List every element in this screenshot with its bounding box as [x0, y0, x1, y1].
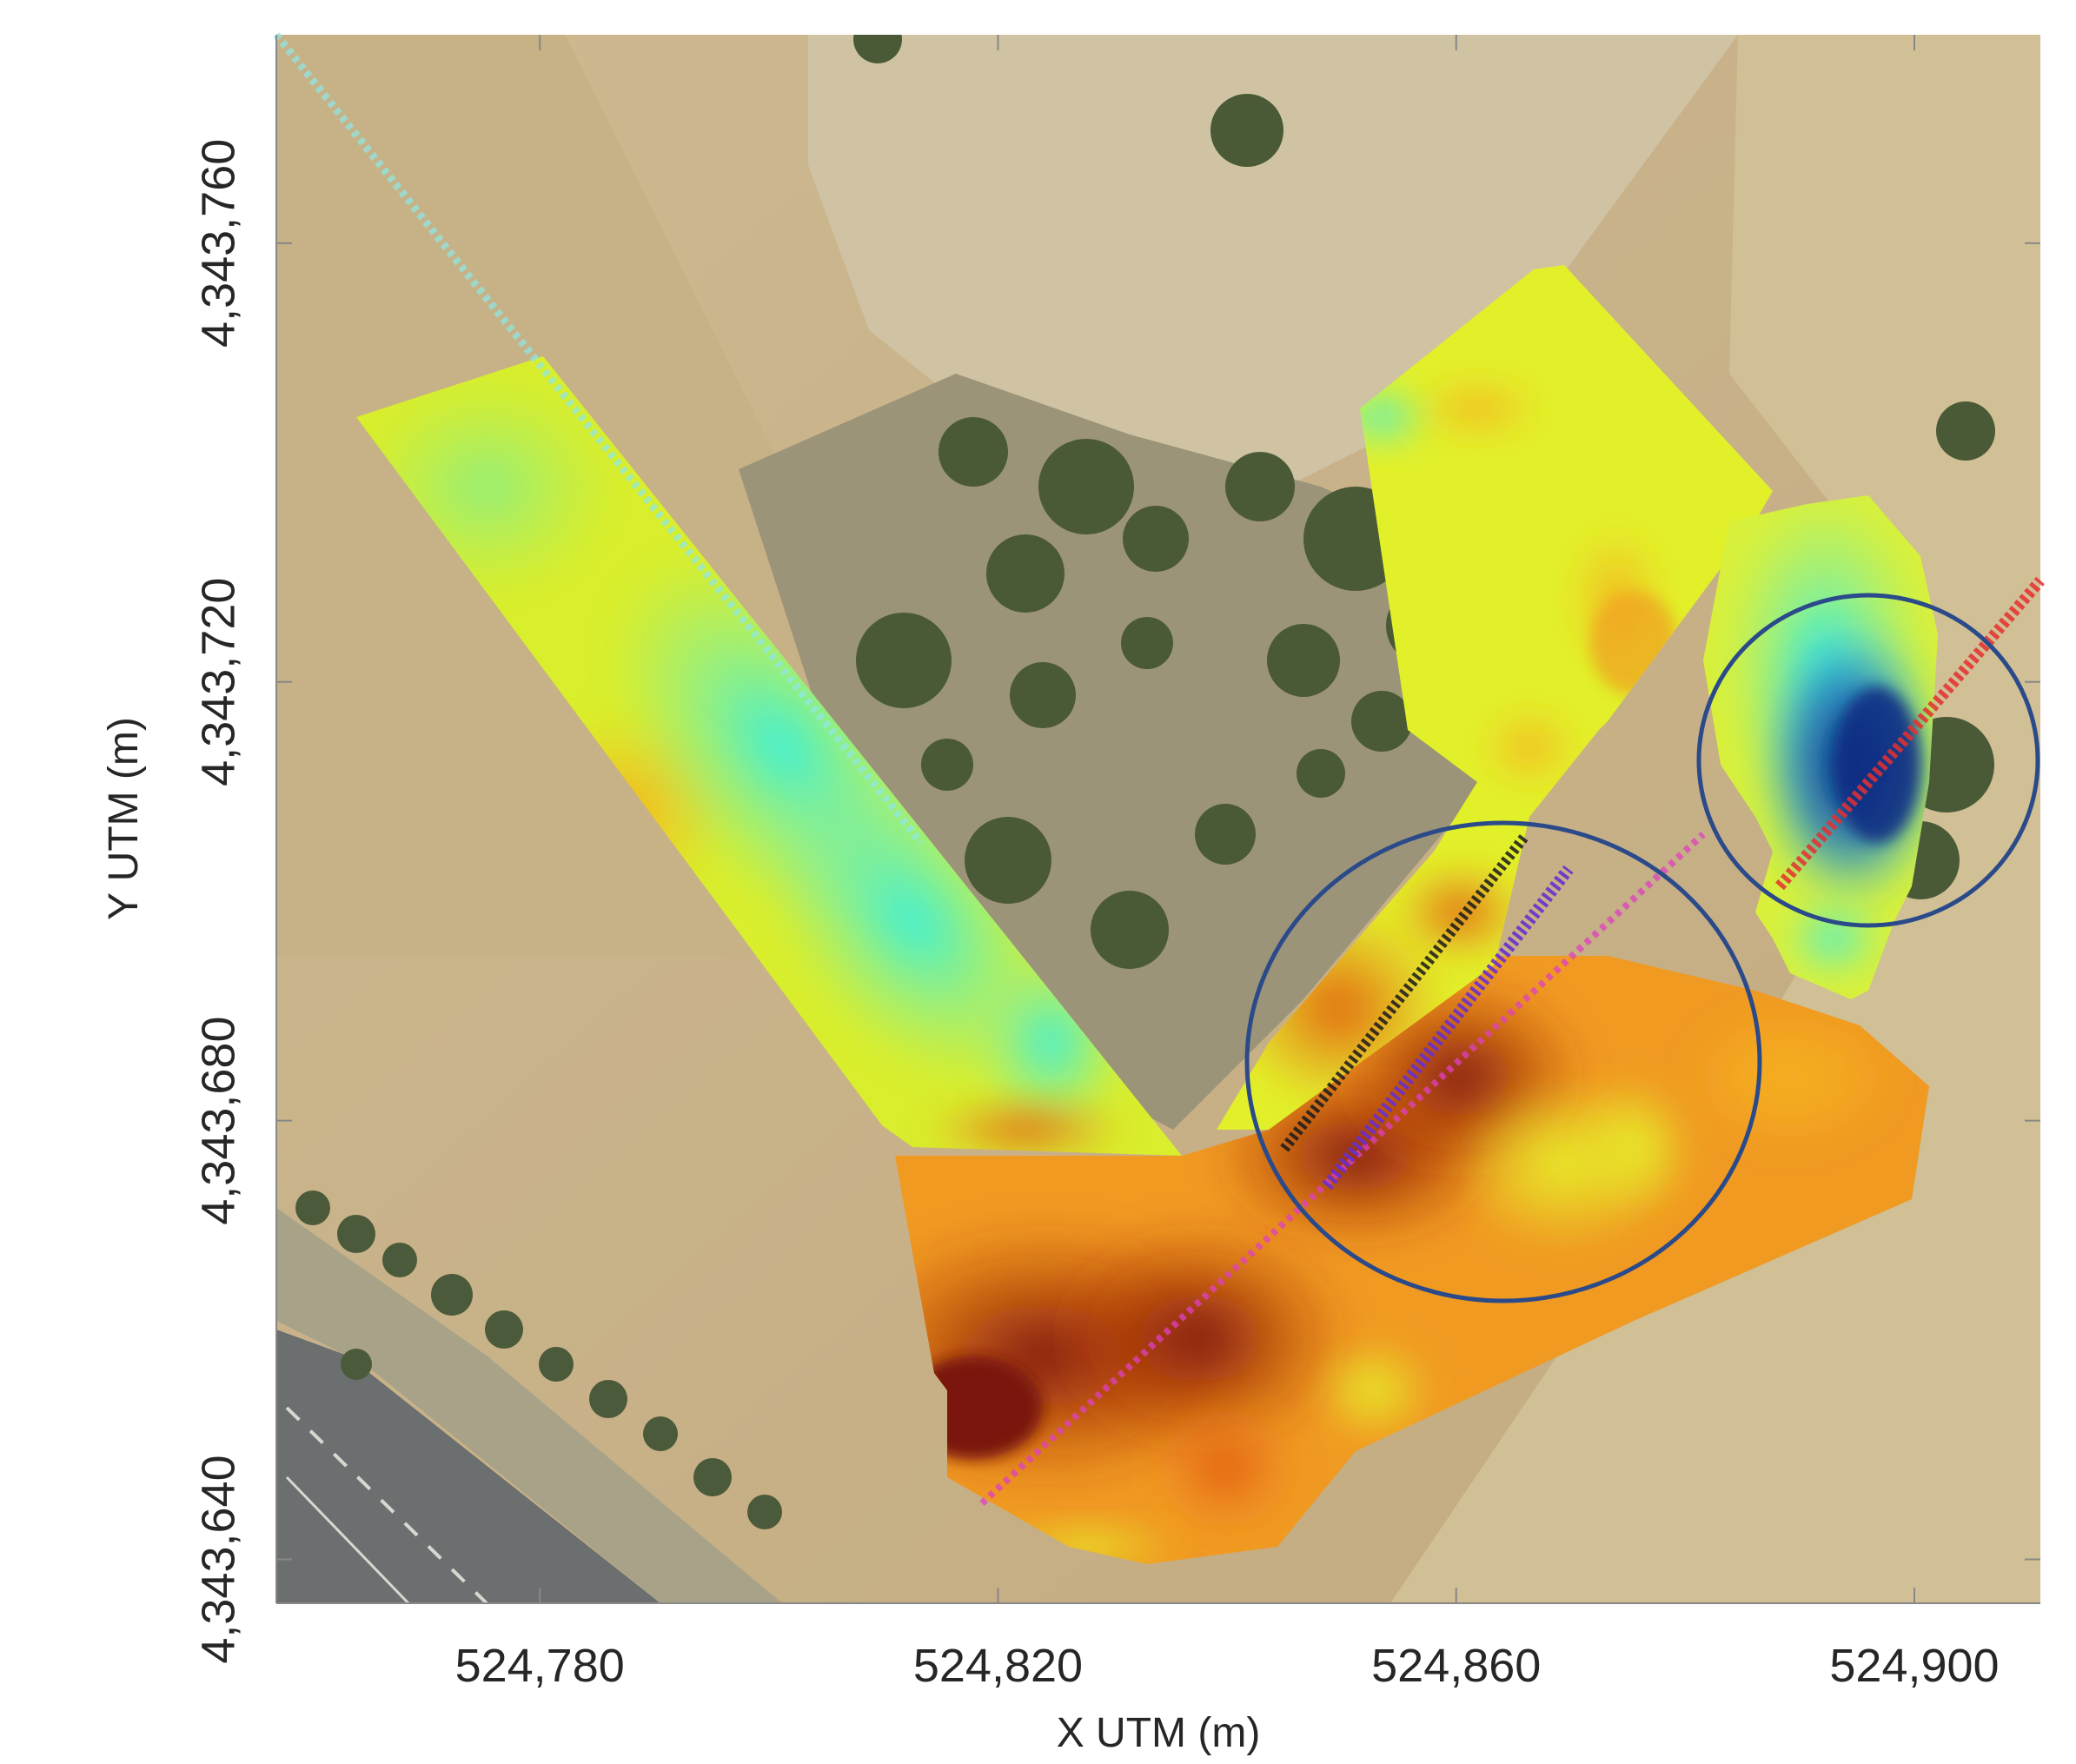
profile-line-cyan	[273, 32, 925, 846]
anomaly-circle-low	[1696, 593, 2040, 928]
y-tick-label: 4,343,680	[192, 1016, 244, 1224]
y-axis-ticks: 4,343,760 4,343,720 4,343,680 4,343,640	[192, 139, 2040, 1664]
y-tick-label: 4,343,640	[192, 1455, 244, 1663]
x-tick-label: 524,900	[1829, 1640, 1999, 1692]
x-axis-label: X UTM (m)	[1057, 1710, 1261, 1756]
x-axis-ticks: 524,780 524,820 524,860 524,900	[455, 35, 2000, 1692]
x-tick-label: 524,860	[1371, 1640, 1541, 1692]
axes-frame	[275, 35, 2040, 1604]
profile-line-black	[1280, 832, 1529, 1152]
y-tick-label: 4,343,720	[192, 578, 244, 786]
roadside-trees	[295, 1190, 782, 1529]
y-tick-label: 4,343,760	[192, 139, 244, 348]
y-axis-label: Y UTM (m)	[101, 717, 147, 920]
x-tick-label: 524,780	[455, 1640, 625, 1692]
anomaly-circle-high	[1244, 820, 1762, 1303]
x-tick-label: 524,820	[913, 1640, 1083, 1692]
survey-profile-lines	[273, 32, 2045, 1506]
